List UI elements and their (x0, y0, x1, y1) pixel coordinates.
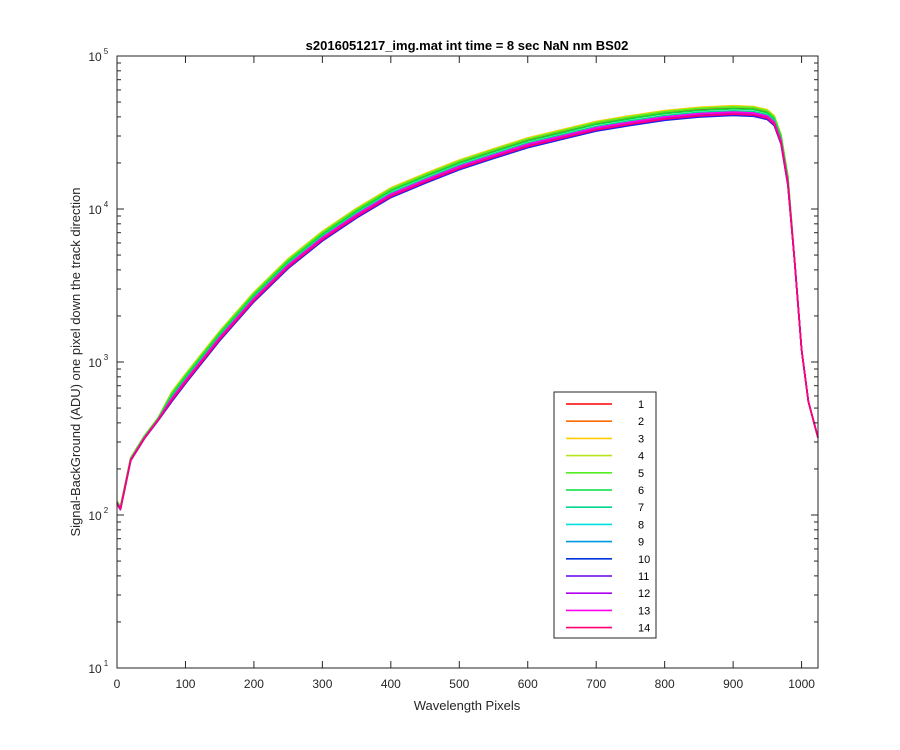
x-tick-label: 400 (381, 677, 401, 691)
x-tick-label: 100 (175, 677, 195, 691)
y-tick-label: 10 (88, 662, 102, 676)
legend-label-5: 5 (638, 468, 644, 480)
x-tick-label: 600 (518, 677, 538, 691)
y-tick-label: 10 (88, 50, 102, 64)
legend-label-3: 3 (638, 433, 644, 445)
y-tick-exponent: 3 (104, 353, 109, 362)
series-line-14 (116, 113, 819, 511)
legend-label-8: 8 (638, 519, 644, 531)
x-tick-label: 300 (312, 677, 332, 691)
y-tick-label: 10 (88, 509, 102, 523)
x-tick-label: 0 (114, 677, 121, 691)
x-tick-label: 1000 (788, 677, 815, 691)
x-tick-label: 800 (655, 677, 675, 691)
legend-label-10: 10 (638, 554, 650, 566)
legend-label-1: 1 (638, 399, 644, 411)
y-tick-label: 10 (88, 203, 102, 217)
legend-label-11: 11 (638, 571, 649, 583)
x-tick-label: 700 (586, 677, 606, 691)
series-layer (116, 104, 819, 511)
legend-label-6: 6 (638, 485, 644, 497)
x-axis: 0 100 200 300 400 500 600 700 800 900 1000 (114, 56, 815, 691)
legend-label-4: 4 (638, 451, 644, 463)
x-tick-label: 500 (449, 677, 469, 691)
chart-title: s2016051217_img.mat int time = 8 sec NaN… (306, 38, 629, 53)
y-tick-exponent: 4 (104, 200, 109, 209)
x-tick-label: 900 (723, 677, 743, 691)
y-tick-label: 10 (88, 356, 102, 370)
y-tick-exponent: 1 (104, 659, 109, 668)
x-axis-title: Wavelength Pixels (414, 698, 521, 713)
y-tick-exponent: 2 (104, 506, 109, 515)
legend-label-13: 13 (638, 605, 650, 617)
legend-label-9: 9 (638, 537, 644, 549)
x-tick-label: 200 (244, 677, 264, 691)
y-tick-exponent: 5 (104, 47, 109, 56)
y-axis-title: Signal-BackGround (ADU) one pixel down t… (68, 187, 83, 536)
plot-area (117, 56, 818, 668)
legend-box (553, 391, 657, 639)
legend-label-14: 14 (638, 623, 650, 635)
legend-label-7: 7 (638, 502, 644, 514)
legend-label-12: 12 (638, 588, 650, 600)
legend-label-2: 2 (638, 416, 644, 428)
